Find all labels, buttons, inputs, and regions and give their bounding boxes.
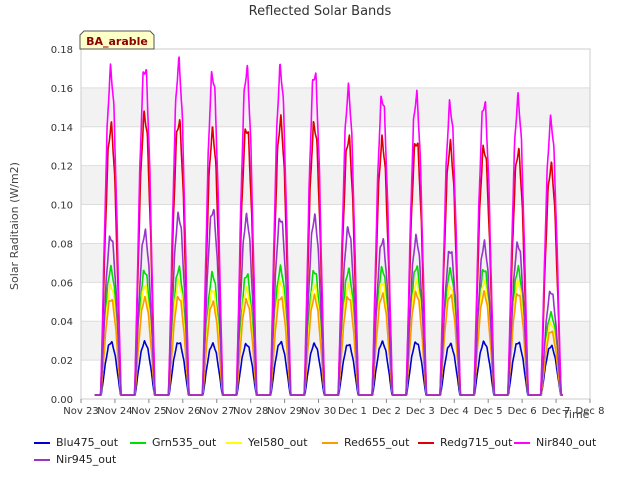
- x-tick-label: Dec 1: [338, 406, 367, 417]
- x-tick-label: Nov 27: [199, 406, 234, 417]
- x-tick-label: Nov 26: [165, 406, 200, 417]
- x-tick-label: Dec 5: [474, 406, 503, 417]
- x-tick-label: Nov 28: [233, 406, 268, 417]
- legend-label: Nir840_out: [536, 436, 597, 449]
- x-tick-label: Dec 4: [440, 406, 469, 417]
- x-axis-label: Time: [562, 408, 590, 421]
- y-tick-label: 0.06: [51, 278, 73, 289]
- x-tick-label: Dec 2: [372, 406, 401, 417]
- x-tick-label: Nov 24: [97, 406, 132, 417]
- legend-item: Redg715_out: [418, 436, 512, 449]
- y-axis-label: Solar Raditaion (W/m2): [8, 162, 21, 290]
- legend-item: Grn535_out: [130, 436, 216, 449]
- legend-label: Blu475_out: [56, 436, 119, 449]
- legend-item: Blu475_out: [34, 436, 118, 449]
- grid-band: [81, 243, 590, 283]
- y-tick-label: 0.02: [51, 356, 73, 367]
- legend-swatch: [418, 441, 434, 444]
- legend-swatch: [226, 441, 242, 444]
- grid-band: [81, 87, 590, 127]
- legend-item: Nir945_out: [34, 453, 116, 466]
- x-tick-label: Nov 23: [63, 406, 98, 417]
- y-tick-label: 0.10: [51, 201, 73, 212]
- y-tick-label: 0.14: [51, 123, 73, 134]
- x-tick-label: Nov 29: [267, 406, 302, 417]
- legend-swatch: [34, 441, 50, 444]
- y-tick-label: 0.16: [51, 84, 73, 95]
- y-tick-label: 0.04: [51, 317, 73, 328]
- legend-label: Grn535_out: [152, 436, 217, 449]
- x-tick-label: Dec 6: [508, 406, 537, 417]
- grid-band: [81, 165, 590, 205]
- legend-swatch: [514, 441, 530, 444]
- y-tick-label: 0.18: [51, 45, 73, 56]
- legend-label: Yel580_out: [248, 436, 308, 449]
- series-layer: [94, 56, 564, 396]
- x-tick-label: Nov 25: [131, 406, 166, 417]
- gridline-bands: [81, 87, 590, 361]
- legend-swatch: [322, 441, 338, 444]
- site-badge-box: [79, 30, 155, 50]
- legend-swatch: [34, 458, 50, 461]
- legend-label: Redg715_out: [440, 436, 513, 449]
- site-badge: BA_arable: [79, 30, 155, 50]
- y-axis-ticks: 0.00 0.02 0.04 0.06 0.08 0.10 0.12 0.14 0.16 0.18: [51, 45, 73, 406]
- x-tick-label: Dec 7: [542, 406, 571, 417]
- plot-frame: [80, 48, 591, 400]
- x-tick-label: Nov 30: [301, 406, 336, 417]
- legend-label: Red655_out: [344, 436, 410, 449]
- x-tick-label: Dec 3: [406, 406, 435, 417]
- y-tick-label: 0.00: [51, 395, 73, 406]
- series-line-Nir945_out: [94, 208, 564, 396]
- legend-item: Yel580_out: [226, 436, 308, 449]
- chart-title: Reflected Solar Bands: [249, 4, 392, 19]
- y-tick-label: 0.12: [51, 162, 73, 173]
- legend-swatch: [130, 441, 146, 444]
- y-tick-label: 0.08: [51, 239, 73, 250]
- x-tick-label: Dec 8: [576, 406, 605, 417]
- grid-band: [81, 321, 590, 361]
- legend-item: Nir840_out: [514, 436, 596, 449]
- legend-item: Red655_out: [322, 436, 409, 449]
- site-badge-label: BA_arable: [86, 35, 148, 48]
- legend-label: Nir945_out: [56, 453, 117, 466]
